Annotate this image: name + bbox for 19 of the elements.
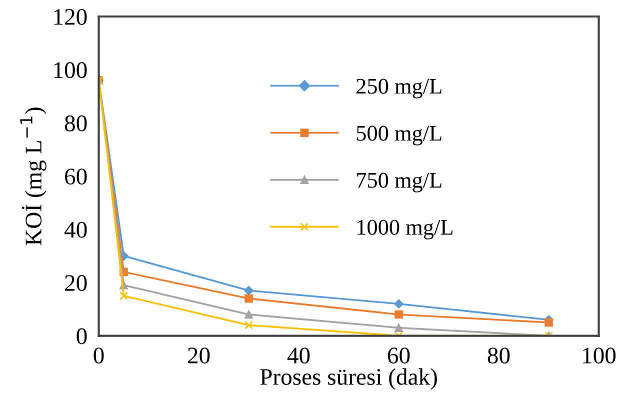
y-tick-label: 60	[65, 168, 87, 185]
y-tick-label: 120	[54, 8, 87, 25]
legend-label: 500 mg/L	[356, 126, 442, 146]
legend-label: 750 mg/L	[357, 172, 442, 192]
y-tick-label: 80	[64, 115, 87, 132]
x-tick-label: 80	[488, 348, 510, 364]
x-tick-label: 60	[388, 348, 410, 364]
legend-label: 1000 mg/L	[358, 220, 452, 240]
x-tick-label: 0	[94, 348, 104, 364]
legend-label: 250 mg/L	[356, 78, 442, 98]
y-axis-title: KOİ (mg L$^{−1}$)	[20, 108, 46, 246]
y-tick-label: 20	[65, 275, 87, 291]
y-tick-label: 0	[76, 328, 87, 344]
y-tick-label: 100	[54, 62, 87, 78]
x-tick-label: 20	[188, 348, 210, 364]
y-tick-label: 40	[64, 222, 87, 238]
x-axis-title: Proses süresi (dak)	[260, 368, 437, 390]
x-tick-label: 40	[287, 348, 310, 364]
x-tick-label: 100	[583, 348, 616, 364]
